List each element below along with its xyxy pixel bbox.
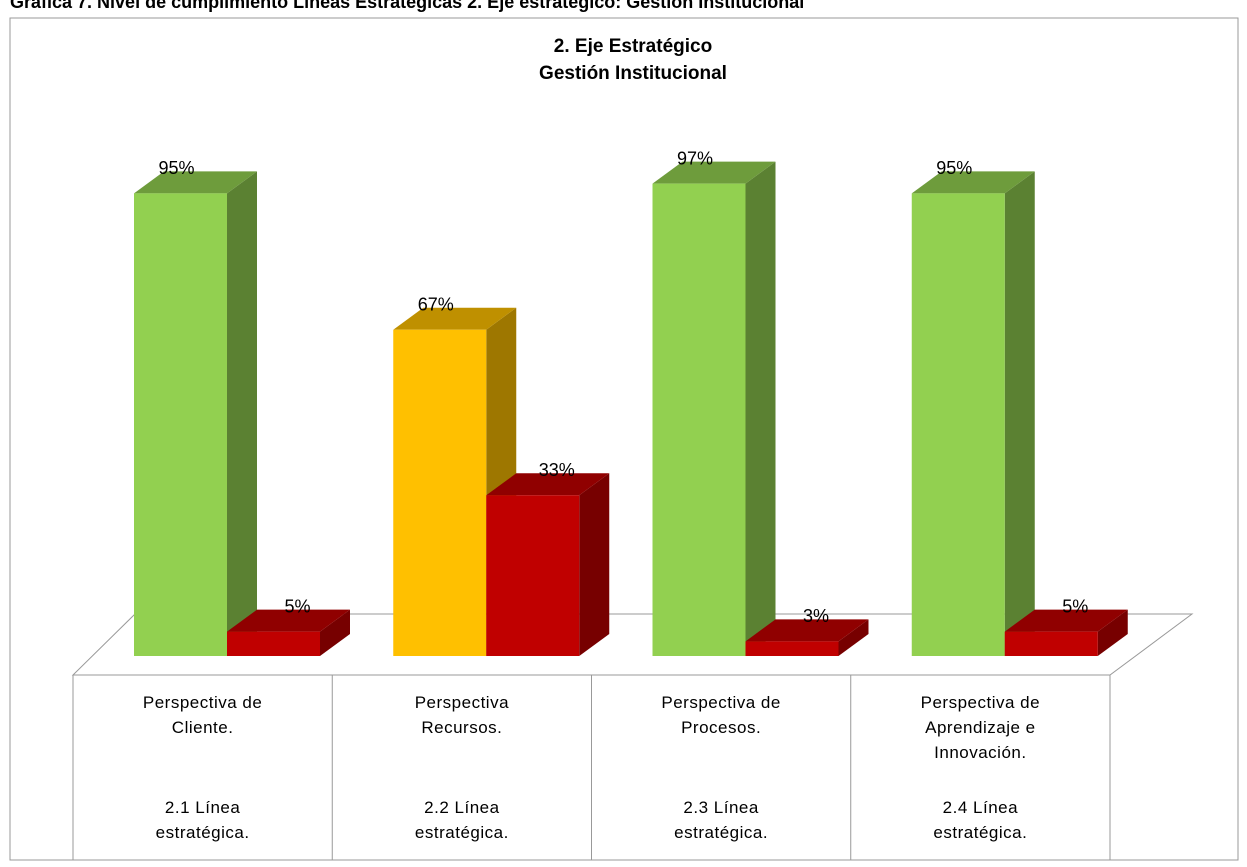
value-label: 97%	[677, 148, 713, 168]
value-label: 95%	[158, 158, 194, 178]
chart-title: Gestión Institucional	[539, 63, 727, 84]
subcategory-label: 2.4 Línea estratégica.	[933, 798, 1028, 842]
bar-side	[579, 473, 610, 656]
value-label: 95%	[936, 158, 972, 178]
bar-top	[1004, 609, 1128, 632]
bar	[745, 619, 869, 656]
value-label: 67%	[418, 294, 454, 314]
category-label: Perspectiva Recursos.	[414, 693, 510, 737]
chart-title: 2. Eje Estratégico	[554, 36, 712, 57]
bar	[911, 171, 1035, 656]
bar-front	[486, 495, 580, 656]
bar-front	[652, 183, 746, 657]
bar-front	[134, 193, 227, 656]
subcategory-label: 2.3 Línea estratégica.	[674, 798, 769, 842]
category-label: Perspectiva de Procesos.	[661, 693, 781, 737]
value-label: 33%	[539, 460, 575, 480]
value-label: 3%	[803, 606, 829, 626]
bar-top	[134, 171, 257, 194]
bar-top	[227, 609, 350, 632]
caption: Gráfica 7. Nivel de cumplimiento Líneas …	[10, 0, 805, 12]
subcategory-label: 2.2 Línea estratégica.	[414, 798, 509, 842]
bar-front	[911, 193, 1005, 656]
value-label: 5%	[1062, 596, 1088, 616]
bar-side	[838, 619, 869, 656]
subcategory-label: 2.1 Línea estratégica.	[155, 798, 250, 842]
bar	[134, 171, 257, 656]
value-label: 5%	[284, 596, 310, 616]
bar-side	[1097, 609, 1128, 656]
bar-top	[911, 171, 1035, 194]
bar-front	[1004, 631, 1098, 656]
bar-front	[227, 631, 320, 656]
bar-front	[393, 329, 487, 656]
bar	[652, 161, 776, 657]
bar-side	[320, 609, 350, 656]
bar-top	[393, 307, 517, 330]
bar	[227, 609, 350, 656]
bar-side	[1004, 171, 1035, 656]
bar-side	[745, 161, 776, 657]
bar-top	[745, 619, 869, 642]
bar-top	[652, 161, 776, 184]
bar-front	[745, 641, 839, 656]
bar-top	[486, 473, 610, 496]
bar	[1004, 609, 1128, 656]
category-label: Perspectiva de Aprendizaje e Innovación.	[920, 693, 1041, 762]
bar	[486, 473, 610, 656]
category-label: Perspectiva de Cliente.	[142, 693, 263, 737]
bar-side	[227, 171, 257, 656]
